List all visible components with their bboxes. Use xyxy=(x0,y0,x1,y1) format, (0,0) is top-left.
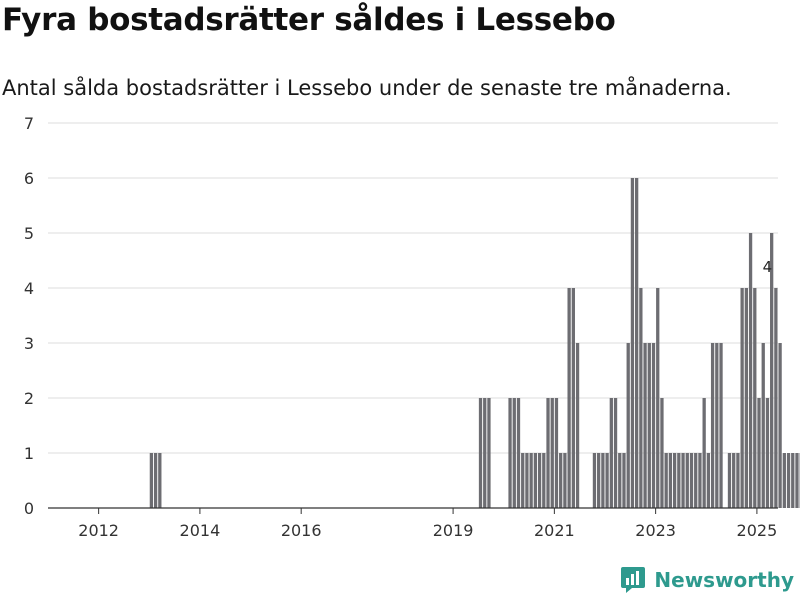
bar xyxy=(757,398,761,508)
bar xyxy=(651,343,656,508)
bar xyxy=(715,343,719,508)
bar xyxy=(795,453,799,508)
bar xyxy=(791,453,795,508)
x-tick-label: 2016 xyxy=(281,521,322,540)
bar xyxy=(765,398,770,508)
bar xyxy=(782,453,786,508)
bar xyxy=(559,453,563,508)
y-tick-label: 0 xyxy=(24,499,34,518)
bar xyxy=(740,288,744,508)
chart-title: Fyra bostadsrätter såldes i Lessebo xyxy=(2,2,616,38)
y-tick-label: 7 xyxy=(24,114,34,133)
bar xyxy=(592,453,597,508)
brand-logo: Newsworthy xyxy=(620,566,794,594)
y-tick-label: 5 xyxy=(24,224,34,243)
bar xyxy=(748,233,753,508)
bar xyxy=(672,453,677,508)
bar xyxy=(664,453,668,508)
brand-name: Newsworthy xyxy=(654,568,794,592)
labels: 0 1 2 3 4 5 6 7 2012 2014 2016 2019 2021 2023 2025 4 xyxy=(24,114,777,540)
bar xyxy=(622,453,626,508)
bar xyxy=(630,178,635,508)
bar xyxy=(533,453,538,508)
bar xyxy=(626,343,630,508)
bar xyxy=(605,453,609,508)
bar xyxy=(542,453,546,508)
bar xyxy=(554,398,559,508)
newsworthy-logo-icon xyxy=(621,567,646,593)
bar xyxy=(483,398,487,508)
bar xyxy=(597,453,601,508)
bar xyxy=(698,453,702,508)
bar xyxy=(732,453,736,508)
bar xyxy=(685,453,689,508)
bar xyxy=(537,453,542,508)
x-tick-label: 2021 xyxy=(534,521,575,540)
bar xyxy=(512,398,516,508)
x-tick-label: 2014 xyxy=(180,521,221,540)
y-tick-label: 3 xyxy=(24,334,34,353)
data-label: 4 xyxy=(763,258,773,276)
bar xyxy=(706,453,711,508)
bar xyxy=(550,398,554,508)
bar xyxy=(761,343,765,508)
y-tick-label: 1 xyxy=(24,444,34,463)
bar xyxy=(770,233,774,508)
bar-chart: 0 1 2 3 4 5 6 7 2012 2014 2016 2019 2021 2023 2025 4 xyxy=(24,114,800,540)
x-tick-label: 2019 xyxy=(433,521,474,540)
x-tick-label: 2023 xyxy=(635,521,676,540)
chart-subtitle: Antal sålda bostadsrätter i Lessebo unde… xyxy=(2,76,732,100)
bar xyxy=(643,343,647,508)
bar xyxy=(478,398,483,508)
bar xyxy=(149,453,154,508)
bars xyxy=(149,178,800,508)
bar xyxy=(601,453,605,508)
bar xyxy=(158,453,162,508)
bar xyxy=(774,288,778,508)
bar xyxy=(153,453,158,508)
bar xyxy=(677,453,681,508)
bar xyxy=(786,453,791,508)
bar xyxy=(681,453,685,508)
bar xyxy=(563,453,567,508)
bar xyxy=(516,398,521,508)
bar xyxy=(660,398,664,508)
bar xyxy=(546,398,550,508)
y-tick-label: 4 xyxy=(24,279,34,298)
bar xyxy=(668,453,673,508)
bar xyxy=(525,453,529,508)
bar xyxy=(702,398,706,508)
bar xyxy=(753,288,757,508)
bar xyxy=(647,343,651,508)
bar xyxy=(710,343,715,508)
y-tick-label: 6 xyxy=(24,169,34,188)
bar xyxy=(744,288,748,508)
bar xyxy=(487,398,491,508)
bar xyxy=(575,343,580,508)
bar xyxy=(719,343,723,508)
bar xyxy=(571,288,575,508)
bar xyxy=(508,398,512,508)
y-tick-label: 2 xyxy=(24,389,34,408)
x-tick-label: 2012 xyxy=(78,521,119,540)
bar xyxy=(727,453,732,508)
bar xyxy=(778,343,782,508)
bar xyxy=(529,453,533,508)
axes xyxy=(48,507,778,514)
bar xyxy=(694,453,698,508)
bar xyxy=(618,453,622,508)
bar xyxy=(635,178,639,508)
bar xyxy=(656,288,660,508)
gridlines xyxy=(48,122,778,454)
bar xyxy=(521,453,525,508)
bar xyxy=(639,288,643,508)
x-tick-label: 2025 xyxy=(737,521,778,540)
bar xyxy=(689,453,694,508)
bar xyxy=(736,453,740,508)
bar xyxy=(613,398,618,508)
bar xyxy=(609,398,613,508)
bar xyxy=(567,288,571,508)
